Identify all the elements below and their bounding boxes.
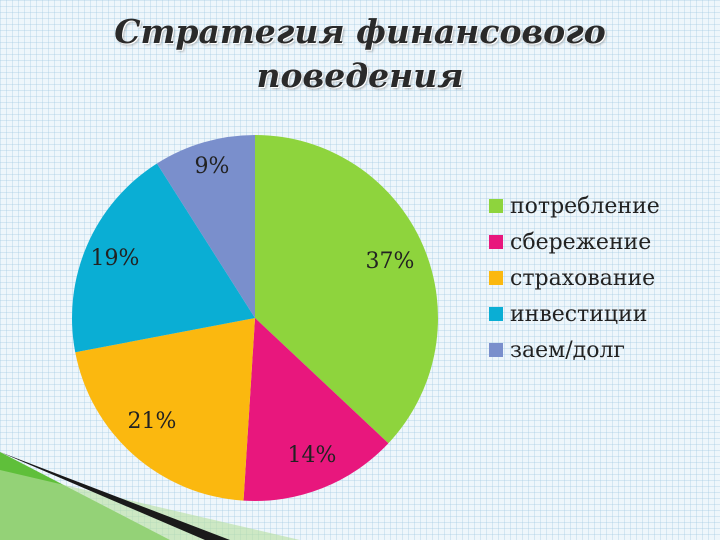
corner-accent-dark (0, 452, 230, 540)
pie-value-label-3: 21% (128, 409, 177, 434)
pie-slice-3 (75, 318, 256, 501)
legend-label-3: страхование (510, 266, 655, 291)
legend-label-5: заем/долг (510, 338, 625, 363)
legend-swatch-1 (489, 199, 503, 213)
pie-value-label-2: 14% (288, 443, 337, 468)
legend-label-4: инвестиции (510, 302, 647, 327)
pie-slice-2 (243, 318, 389, 501)
pie-slice-1 (255, 135, 438, 444)
chart-title-line-2: поведения (256, 56, 464, 95)
pie-value-labels: 37% 14% 21% 19% 9% (91, 154, 415, 468)
legend: потребление сбережение страхование инвестиц… (489, 194, 660, 363)
corner-accent-light (0, 470, 300, 540)
legend-label-2: сбережение (510, 230, 651, 255)
legend-label-1: потребление (510, 194, 660, 219)
pie-value-label-4: 19% (91, 246, 140, 271)
pie-slice-5 (156, 135, 255, 318)
pie-slice-4 (72, 163, 255, 353)
chart-title-line-1: Стратегия финансового (114, 12, 606, 51)
pie-slices (72, 135, 438, 501)
pie-value-label-1: 37% (366, 249, 415, 274)
legend-swatch-5 (489, 343, 503, 357)
legend-swatch-2 (489, 235, 503, 249)
chart-title: Стратегия финансового поведения (80, 10, 640, 98)
pie-value-label-5: 9% (195, 154, 230, 179)
legend-swatch-3 (489, 271, 503, 285)
legend-swatch-4 (489, 307, 503, 321)
